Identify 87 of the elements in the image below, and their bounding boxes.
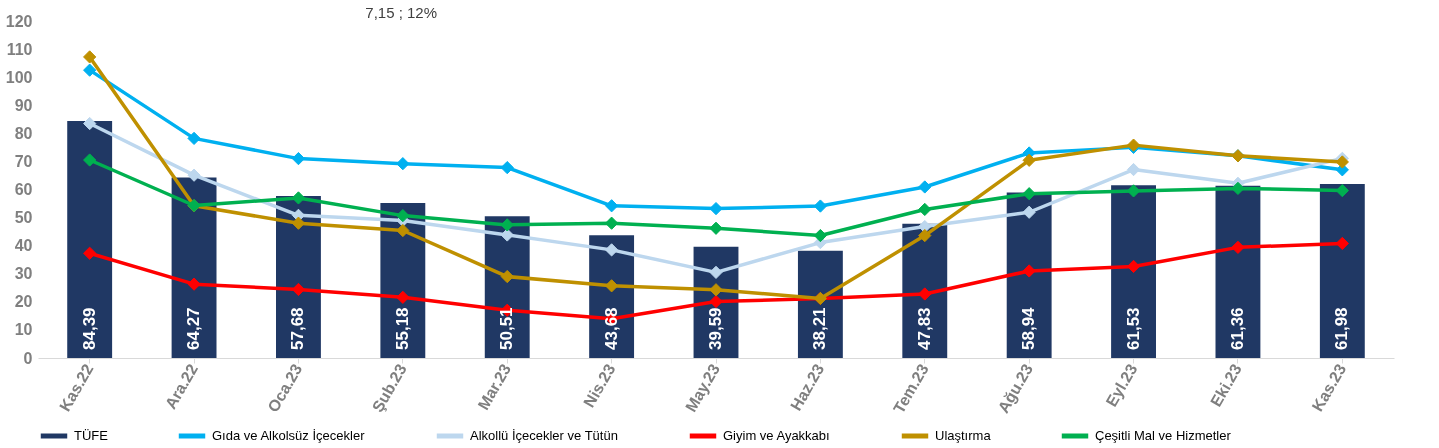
y-tick-label: 90 bbox=[14, 96, 33, 114]
data-label: 47,83 bbox=[914, 307, 934, 350]
point bbox=[1335, 184, 1349, 198]
legend-label: TÜFE bbox=[74, 428, 109, 443]
point bbox=[291, 282, 306, 297]
y-tick-label: 50 bbox=[14, 209, 33, 227]
bar bbox=[171, 177, 217, 358]
point bbox=[1022, 205, 1036, 219]
point bbox=[396, 290, 410, 304]
point bbox=[1126, 162, 1141, 177]
bar bbox=[67, 121, 113, 358]
y-tick-label: 100 bbox=[5, 68, 33, 86]
point bbox=[500, 218, 514, 232]
y-tick-label: 110 bbox=[6, 40, 33, 58]
bar bbox=[1006, 192, 1052, 358]
legend-label: Alkollü İçecekler ve Tütün bbox=[470, 428, 618, 443]
legend-label: Giyim ve Ayakkabı bbox=[723, 428, 830, 443]
y-tick-label: 120 bbox=[5, 12, 33, 30]
y-tick-label: 10 bbox=[14, 321, 33, 339]
point bbox=[709, 294, 723, 309]
y-tick-label: 70 bbox=[14, 152, 33, 170]
point bbox=[291, 191, 306, 205]
point bbox=[709, 221, 723, 235]
bar bbox=[1111, 185, 1156, 358]
point bbox=[83, 116, 97, 131]
data-label: 61,53 bbox=[1123, 307, 1143, 350]
point bbox=[83, 63, 97, 77]
point bbox=[500, 160, 514, 175]
point bbox=[83, 50, 97, 64]
point bbox=[709, 201, 723, 216]
y-tick-label: 0 bbox=[23, 349, 33, 367]
point bbox=[813, 228, 828, 243]
data-label: 55,18 bbox=[392, 307, 412, 350]
point bbox=[1126, 259, 1141, 274]
point bbox=[604, 199, 619, 213]
point bbox=[604, 243, 619, 257]
point bbox=[813, 199, 828, 213]
data-label: 61,98 bbox=[1332, 307, 1352, 350]
y-tick-label: 40 bbox=[14, 237, 33, 255]
annotation: 7,15 ; 12% bbox=[365, 4, 438, 21]
point bbox=[500, 228, 514, 242]
bar bbox=[797, 250, 843, 358]
point bbox=[1231, 181, 1245, 195]
point bbox=[1126, 184, 1141, 198]
legend-label: Çeşitli Mal ve Hizmetler bbox=[1095, 428, 1232, 443]
data-label: 43,68 bbox=[601, 307, 621, 350]
point bbox=[187, 168, 201, 182]
point bbox=[1335, 236, 1349, 251]
point bbox=[291, 216, 306, 230]
data-label: 39,59 bbox=[706, 307, 725, 350]
bar bbox=[1215, 185, 1261, 358]
point bbox=[709, 283, 723, 297]
legend-label: Ulaştırma bbox=[935, 428, 992, 443]
legend-label: Gıda ve Alkolsüz İçecekler bbox=[212, 428, 366, 443]
point bbox=[604, 279, 619, 293]
point bbox=[396, 208, 410, 223]
data-label: 64,27 bbox=[184, 307, 204, 350]
point bbox=[500, 269, 514, 284]
point bbox=[1022, 153, 1036, 167]
data-label: 84,39 bbox=[79, 307, 99, 350]
y-tick-label: 60 bbox=[14, 181, 33, 198]
point bbox=[918, 287, 932, 301]
point bbox=[918, 202, 932, 217]
point bbox=[187, 277, 201, 291]
data-label: 57,68 bbox=[288, 307, 308, 350]
point bbox=[1022, 264, 1036, 278]
y-tick-label: 30 bbox=[14, 265, 33, 283]
data-label: 50,51 bbox=[497, 307, 517, 350]
point bbox=[1231, 240, 1245, 254]
point bbox=[1022, 187, 1036, 201]
data-label: 61,36 bbox=[1227, 307, 1247, 350]
point bbox=[1335, 155, 1349, 169]
point bbox=[918, 180, 932, 194]
bar bbox=[1319, 183, 1365, 358]
point bbox=[187, 131, 201, 146]
point bbox=[604, 216, 619, 230]
point bbox=[396, 223, 410, 238]
data-label: 58,94 bbox=[1019, 306, 1039, 350]
point bbox=[396, 157, 410, 171]
y-tick-label: 20 bbox=[14, 293, 33, 311]
point bbox=[83, 153, 97, 167]
point bbox=[291, 151, 306, 166]
data-label: 38,21 bbox=[810, 307, 830, 350]
y-tick-label: 80 bbox=[14, 124, 33, 142]
point bbox=[709, 265, 723, 279]
point bbox=[918, 228, 932, 243]
point bbox=[83, 246, 97, 260]
